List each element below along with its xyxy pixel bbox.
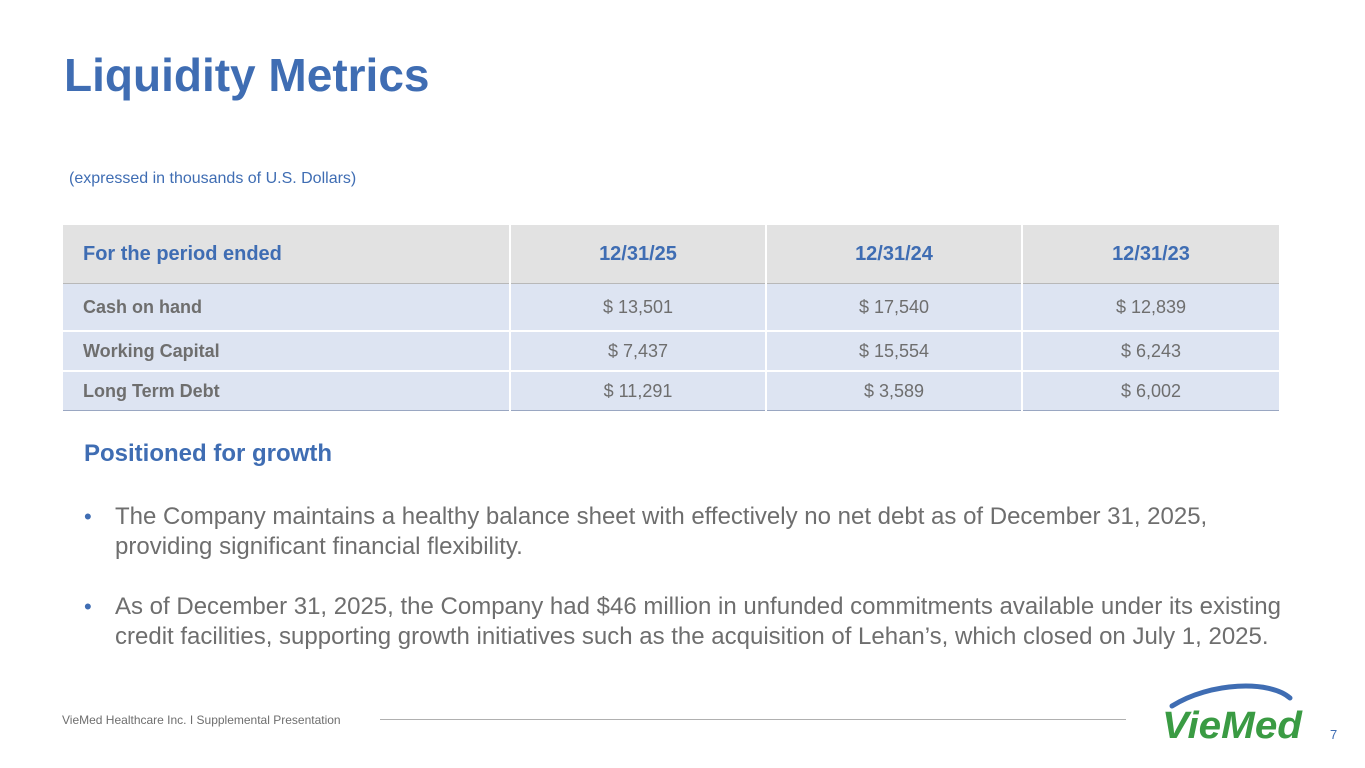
table-cell: $ 6,243 [1022, 331, 1279, 372]
row-label-working-capital: Working Capital [63, 331, 511, 372]
viemed-logo-swoosh-icon [1169, 683, 1293, 709]
page-number: 7 [1330, 727, 1338, 742]
row-label-long-term-debt: Long Term Debt [63, 371, 511, 411]
table-header-2025: 12/31/25 [510, 225, 767, 284]
row-label-cash-on-hand: Cash on hand [63, 283, 511, 332]
footer-caption: VieMed Healthcare Inc. I Supplemental Pr… [62, 713, 341, 727]
list-item: • The Company maintains a healthy balanc… [84, 502, 1284, 562]
liquidity-table: For the period ended 12/31/25 12/31/24 1… [63, 225, 1279, 411]
bullet-text: The Company maintains a healthy balance … [115, 503, 1208, 560]
list-item: • As of December 31, 2025, the Company h… [84, 592, 1284, 652]
table-row: Working Capital $ 7,437 $ 15,554 $ 6,243 [63, 331, 1279, 372]
table-cell: $ 12,839 [1022, 283, 1279, 332]
table-cell: $ 3,589 [766, 371, 1023, 411]
units-note: (expressed in thousands of U.S. Dollars) [69, 170, 357, 187]
table-header-period: For the period ended [63, 225, 511, 284]
table-cell: $ 13,501 [510, 283, 767, 332]
bullet-icon: • [84, 504, 92, 529]
section-heading: Positioned for growth [84, 440, 332, 467]
table-cell: $ 6,002 [1022, 371, 1279, 411]
table-header-row: For the period ended 12/31/25 12/31/24 1… [63, 225, 1279, 284]
footer-divider [380, 719, 1126, 720]
page-title: Liquidity Metrics [64, 49, 430, 101]
table-row: Cash on hand $ 13,501 $ 17,540 $ 12,839 [63, 283, 1279, 332]
table-header-2024: 12/31/24 [766, 225, 1023, 284]
logo-text: VieMed [1162, 705, 1303, 744]
table-cell: $ 11,291 [510, 371, 767, 411]
table-cell: $ 7,437 [510, 331, 767, 372]
table-cell: $ 15,554 [766, 331, 1023, 372]
viemed-logo: VieMed [1162, 683, 1303, 744]
table-row: Long Term Debt $ 11,291 $ 3,589 $ 6,002 [63, 371, 1279, 411]
table-cell: $ 17,540 [766, 283, 1023, 332]
bullet-list: • The Company maintains a healthy balanc… [84, 502, 1284, 682]
bullet-text: As of December 31, 2025, the Company had… [115, 593, 1281, 650]
table-header-2023: 12/31/23 [1022, 225, 1279, 284]
bullet-icon: • [84, 594, 92, 619]
